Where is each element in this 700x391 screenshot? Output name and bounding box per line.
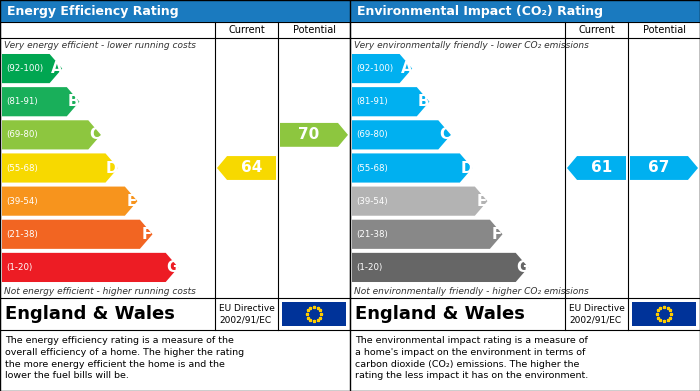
Text: 2002/91/EC: 2002/91/EC <box>219 315 271 324</box>
Text: 70: 70 <box>298 127 319 142</box>
Text: 61: 61 <box>591 160 612 176</box>
Bar <box>350 0 700 22</box>
Text: The energy efficiency rating is a measure of the
overall efficiency of a home. T: The energy efficiency rating is a measur… <box>5 336 244 380</box>
Text: (39-54): (39-54) <box>6 197 38 206</box>
Polygon shape <box>2 253 178 282</box>
Text: EU Directive: EU Directive <box>219 304 275 313</box>
Text: 67: 67 <box>648 160 669 176</box>
Text: (39-54): (39-54) <box>356 197 388 206</box>
Text: B: B <box>418 94 430 109</box>
Bar <box>0 22 350 330</box>
Polygon shape <box>2 87 79 116</box>
Text: Environmental Impact (CO₂) Rating: Environmental Impact (CO₂) Rating <box>357 5 603 18</box>
Text: D: D <box>106 160 119 176</box>
Text: (92-100): (92-100) <box>356 64 393 73</box>
Polygon shape <box>2 54 62 83</box>
Text: (1-20): (1-20) <box>356 263 382 272</box>
Polygon shape <box>2 187 137 216</box>
Text: Not energy efficient - higher running costs: Not energy efficient - higher running co… <box>4 287 196 296</box>
Text: Current: Current <box>578 25 615 35</box>
Polygon shape <box>280 123 348 147</box>
Text: E: E <box>477 194 487 209</box>
Text: The environmental impact rating is a measure of
a home's impact on the environme: The environmental impact rating is a mea… <box>355 336 588 380</box>
Bar <box>0 0 350 22</box>
Text: Energy Efficiency Rating: Energy Efficiency Rating <box>7 5 178 18</box>
Text: (69-80): (69-80) <box>356 130 388 139</box>
Text: England & Wales: England & Wales <box>355 305 525 323</box>
Text: E: E <box>127 194 137 209</box>
Text: Potential: Potential <box>643 25 685 35</box>
Text: C: C <box>440 127 451 142</box>
Bar <box>350 22 700 330</box>
Text: (55-68): (55-68) <box>356 163 388 172</box>
Text: Very energy efficient - lower running costs: Very energy efficient - lower running co… <box>4 41 196 50</box>
Text: D: D <box>461 160 473 176</box>
Polygon shape <box>567 156 626 180</box>
Text: (21-38): (21-38) <box>6 230 38 239</box>
Text: A: A <box>400 61 412 76</box>
Text: Current: Current <box>228 25 265 35</box>
Text: Very environmentally friendly - lower CO₂ emissions: Very environmentally friendly - lower CO… <box>354 41 589 50</box>
Bar <box>632 302 696 326</box>
Text: G: G <box>167 260 179 275</box>
Text: Not environmentally friendly - higher CO₂ emissions: Not environmentally friendly - higher CO… <box>354 287 589 296</box>
Text: F: F <box>491 227 502 242</box>
Polygon shape <box>2 120 101 149</box>
Text: (21-38): (21-38) <box>356 230 388 239</box>
Bar <box>282 302 346 326</box>
Text: (69-80): (69-80) <box>6 130 38 139</box>
Polygon shape <box>352 120 451 149</box>
Text: (81-91): (81-91) <box>6 97 38 106</box>
Text: F: F <box>141 227 152 242</box>
Text: (92-100): (92-100) <box>6 64 43 73</box>
Text: Potential: Potential <box>293 25 335 35</box>
Text: B: B <box>68 94 80 109</box>
Polygon shape <box>630 156 698 180</box>
Text: C: C <box>90 127 101 142</box>
Text: 64: 64 <box>241 160 262 176</box>
Text: EU Directive: EU Directive <box>569 304 625 313</box>
Polygon shape <box>217 156 276 180</box>
Polygon shape <box>2 220 153 249</box>
Polygon shape <box>352 187 487 216</box>
Polygon shape <box>352 54 412 83</box>
Polygon shape <box>2 153 118 183</box>
Text: (55-68): (55-68) <box>6 163 38 172</box>
Text: England & Wales: England & Wales <box>5 305 175 323</box>
Text: (81-91): (81-91) <box>356 97 388 106</box>
Text: A: A <box>50 61 62 76</box>
Text: (1-20): (1-20) <box>6 263 32 272</box>
Polygon shape <box>352 153 473 183</box>
Text: G: G <box>517 260 529 275</box>
Polygon shape <box>352 220 503 249</box>
Polygon shape <box>352 253 528 282</box>
Text: 2002/91/EC: 2002/91/EC <box>569 315 621 324</box>
Polygon shape <box>352 87 429 116</box>
